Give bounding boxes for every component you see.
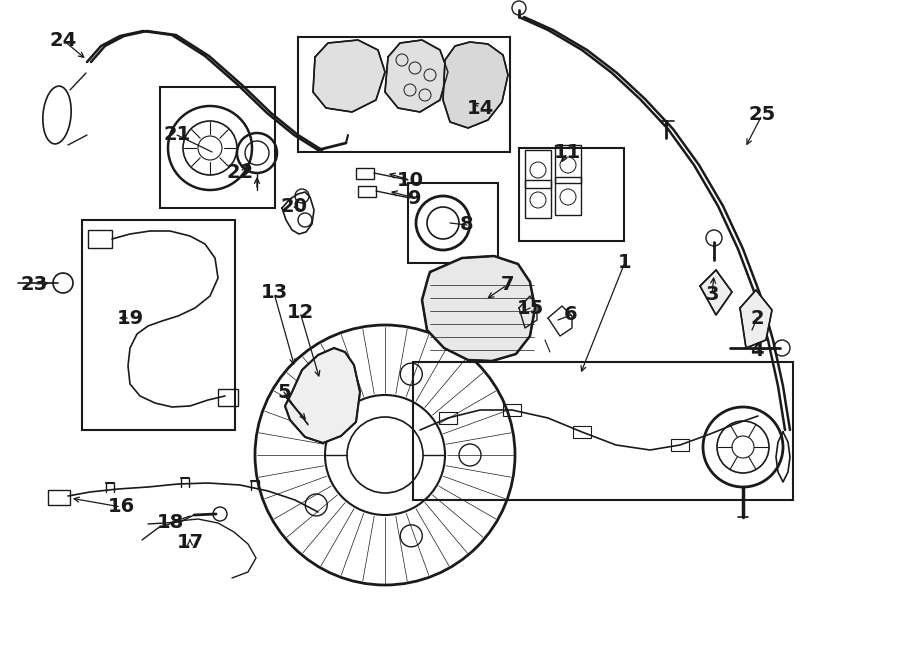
Bar (525, 150, 551, 188)
Text: 17: 17 (176, 533, 203, 553)
Polygon shape (285, 348, 360, 443)
Text: 2: 2 (751, 309, 764, 327)
Text: 7: 7 (500, 276, 514, 295)
Polygon shape (443, 42, 508, 128)
Bar (48, 490, 70, 505)
Text: 9: 9 (409, 188, 422, 208)
Bar (413, 362, 793, 500)
Bar (88, 230, 112, 248)
Text: 4: 4 (751, 340, 764, 360)
Polygon shape (385, 40, 448, 112)
Bar (525, 180, 551, 218)
Bar (573, 426, 591, 438)
Text: 20: 20 (281, 198, 308, 217)
Text: 5: 5 (277, 383, 291, 401)
Bar (356, 168, 374, 179)
Text: 6: 6 (564, 305, 578, 325)
Text: 13: 13 (260, 284, 288, 303)
Bar (439, 412, 457, 424)
Bar (671, 439, 689, 451)
Bar (298, 37, 510, 152)
Bar (519, 148, 624, 241)
Polygon shape (313, 40, 385, 112)
Text: 21: 21 (164, 126, 191, 145)
Bar (408, 183, 498, 263)
Text: 8: 8 (460, 215, 473, 235)
Bar (358, 186, 376, 197)
Text: 1: 1 (618, 253, 632, 272)
Bar (218, 389, 238, 406)
Text: 11: 11 (554, 143, 580, 163)
Bar (82, 220, 235, 430)
Text: 24: 24 (50, 30, 76, 50)
Text: 22: 22 (227, 163, 254, 182)
Text: 10: 10 (397, 171, 424, 190)
Polygon shape (422, 256, 535, 361)
Text: 3: 3 (706, 286, 719, 305)
Text: 16: 16 (107, 498, 135, 516)
Bar (503, 404, 521, 416)
Polygon shape (740, 290, 772, 348)
Bar (555, 177, 581, 215)
Text: 12: 12 (286, 303, 313, 321)
Bar (555, 145, 581, 183)
Polygon shape (700, 270, 732, 315)
Text: 15: 15 (517, 299, 544, 317)
Text: 18: 18 (157, 514, 184, 533)
Text: 25: 25 (749, 106, 776, 124)
Text: 14: 14 (466, 98, 493, 118)
Text: 23: 23 (21, 274, 48, 293)
Text: 19: 19 (116, 309, 144, 327)
Bar (160, 87, 275, 208)
